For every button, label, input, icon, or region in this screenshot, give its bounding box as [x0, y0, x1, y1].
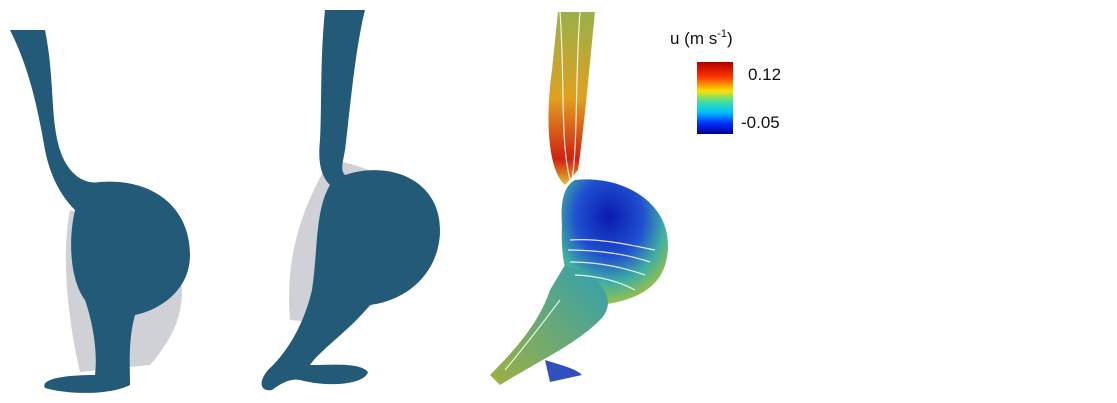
colorbar-title: u (m s-1)	[670, 28, 733, 48]
streamline-model	[490, 12, 668, 385]
vessel-model-2	[262, 10, 440, 390]
figure: u (m s-1) 0.12 -0.05	[0, 0, 1117, 403]
colorbar-gradient	[697, 62, 733, 134]
colorbar-min-label: -0.05	[741, 113, 780, 132]
label-part: -1	[717, 28, 727, 40]
colorbar-max-label: 0.12	[748, 65, 781, 84]
vessel-model-1	[10, 30, 190, 393]
colorbar: u (m s-1) 0.12 -0.05	[670, 28, 781, 134]
label-part: u (m s	[670, 29, 717, 48]
page: u (m s-1) 0.12 -0.05 (() => { const data…	[0, 0, 1117, 403]
label-part: )	[727, 29, 733, 48]
